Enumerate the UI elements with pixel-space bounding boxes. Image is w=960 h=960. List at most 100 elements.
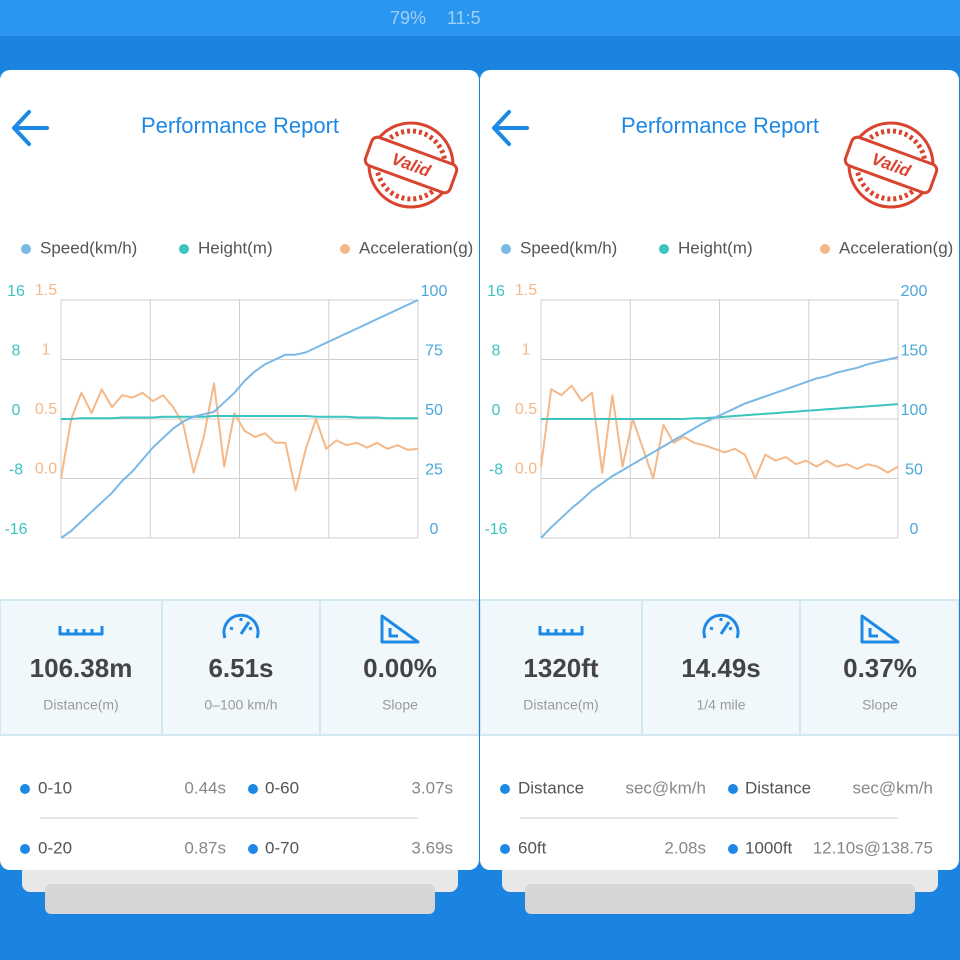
acceleration-tick-label: 0.0 bbox=[515, 461, 537, 478]
stat-label: Slope bbox=[382, 697, 418, 713]
panel: Performance Report Valid Speed(km/h) Height… bbox=[480, 70, 959, 914]
stat-label: Distance(m) bbox=[43, 697, 118, 713]
speed-tick-label: 0 bbox=[430, 521, 439, 538]
split-name: 0-70 bbox=[265, 838, 299, 857]
acceleration-tick-label: 1 bbox=[42, 342, 51, 359]
speed-tick-label: 50 bbox=[425, 402, 443, 419]
height-tick-label: 0 bbox=[12, 402, 21, 419]
split-name: Distance bbox=[518, 778, 584, 797]
page-title: Performance Report bbox=[141, 113, 339, 138]
stats-panel bbox=[0, 599, 479, 736]
legend-marker bbox=[21, 244, 31, 254]
stat-icon bbox=[58, 626, 104, 636]
split-marker bbox=[500, 784, 510, 794]
height-tick-label: -16 bbox=[4, 521, 27, 538]
height-tick-label: 8 bbox=[12, 343, 21, 360]
stat-icon bbox=[380, 614, 420, 644]
series-line bbox=[540, 356, 899, 539]
height-tick-label: 8 bbox=[492, 343, 501, 360]
acceleration-tick-label: 0.5 bbox=[515, 401, 537, 418]
card-shadow bbox=[45, 884, 435, 914]
stat-label: 1/4 mile bbox=[696, 697, 745, 713]
valid-stamp: Valid bbox=[843, 121, 939, 209]
split-time: 0.44s bbox=[184, 778, 226, 797]
stat-value: 14.49s bbox=[681, 653, 761, 683]
split-marker bbox=[728, 844, 738, 854]
split-time: sec@km/h bbox=[852, 778, 933, 797]
status-bar bbox=[0, 0, 960, 36]
stat-value: 6.51s bbox=[208, 653, 273, 683]
speed-tick-label: 100 bbox=[901, 402, 928, 419]
speed-tick-label: 100 bbox=[421, 283, 448, 300]
height-tick-label: -16 bbox=[484, 521, 507, 538]
card-shadow bbox=[525, 884, 915, 914]
legend-label: Height(m) bbox=[678, 238, 753, 257]
stamp-band bbox=[363, 135, 459, 195]
height-tick-label: -8 bbox=[9, 462, 23, 479]
stat-icon bbox=[860, 614, 900, 644]
split-time: sec@km/h bbox=[625, 778, 706, 797]
height-tick-label: 0 bbox=[492, 402, 501, 419]
speed-tick-label: 150 bbox=[901, 343, 928, 360]
speed-tick-label: 75 bbox=[425, 343, 443, 360]
legend-marker bbox=[820, 244, 830, 254]
legend-label: Speed(km/h) bbox=[520, 238, 617, 257]
back-button[interactable] bbox=[12, 110, 49, 146]
battery-level: 79% bbox=[390, 8, 426, 28]
card: Performance Report Valid Speed(km/h) Height… bbox=[480, 70, 959, 870]
height-tick-label: 16 bbox=[7, 283, 25, 300]
split-time: 3.69s bbox=[411, 838, 453, 857]
legend-marker bbox=[340, 244, 350, 254]
legend-label: Acceleration(g) bbox=[359, 238, 473, 257]
stamp-banner: Valid bbox=[363, 135, 459, 195]
legend-marker bbox=[659, 244, 669, 254]
split-name: 0-20 bbox=[38, 838, 72, 857]
stat-icon bbox=[222, 613, 260, 639]
series-line bbox=[540, 384, 899, 480]
legend-marker bbox=[501, 244, 511, 254]
acceleration-tick-label: 1.5 bbox=[515, 282, 537, 299]
split-marker bbox=[728, 784, 738, 794]
stat-value: 0.37% bbox=[843, 653, 917, 683]
series-line bbox=[60, 299, 419, 539]
acceleration-tick-label: 1.5 bbox=[35, 282, 57, 299]
speed-tick-label: 50 bbox=[905, 462, 923, 479]
split-time: 3.07s bbox=[411, 778, 453, 797]
acceleration-tick-label: 0.0 bbox=[35, 461, 57, 478]
series-line bbox=[60, 382, 419, 492]
speed-tick-label: 25 bbox=[425, 462, 443, 479]
valid-stamp: Valid bbox=[363, 121, 459, 209]
legend-label: Speed(km/h) bbox=[40, 238, 137, 257]
split-marker bbox=[20, 844, 30, 854]
split-name: Distance bbox=[745, 778, 811, 797]
height-tick-label: 16 bbox=[487, 283, 505, 300]
page-title: Performance Report bbox=[621, 113, 819, 138]
split-time: 0.87s bbox=[184, 838, 226, 857]
series-line bbox=[541, 403, 899, 420]
split-marker bbox=[248, 844, 258, 854]
series-line bbox=[61, 415, 418, 420]
legend-marker bbox=[179, 244, 189, 254]
split-name: 0-60 bbox=[265, 778, 299, 797]
stat-label: 0–100 km/h bbox=[204, 697, 277, 713]
stamp-banner: Valid bbox=[843, 135, 939, 195]
split-name: 1000ft bbox=[745, 838, 793, 857]
height-tick-label: -8 bbox=[489, 462, 503, 479]
back-button[interactable] bbox=[492, 110, 529, 146]
split-time: 2.08s bbox=[664, 838, 706, 857]
speed-tick-label: 0 bbox=[910, 521, 919, 538]
acceleration-tick-label: 0.5 bbox=[35, 401, 57, 418]
speed-tick-label: 200 bbox=[901, 283, 928, 300]
legend-label: Acceleration(g) bbox=[839, 238, 953, 257]
stat-label: Distance(m) bbox=[523, 697, 598, 713]
clock: 11:5 bbox=[447, 8, 481, 28]
stat-label: Slope bbox=[862, 697, 898, 713]
stat-value: 1320ft bbox=[523, 653, 598, 683]
stat-value: 106.38m bbox=[30, 653, 133, 683]
split-marker bbox=[500, 844, 510, 854]
card: Performance Report Valid Speed(km/h) Height… bbox=[0, 70, 479, 870]
stat-icon bbox=[702, 613, 740, 639]
split-time: 12.10s@138.75 bbox=[813, 838, 933, 857]
stat-icon bbox=[538, 626, 584, 636]
acceleration-tick-label: 1 bbox=[522, 342, 531, 359]
